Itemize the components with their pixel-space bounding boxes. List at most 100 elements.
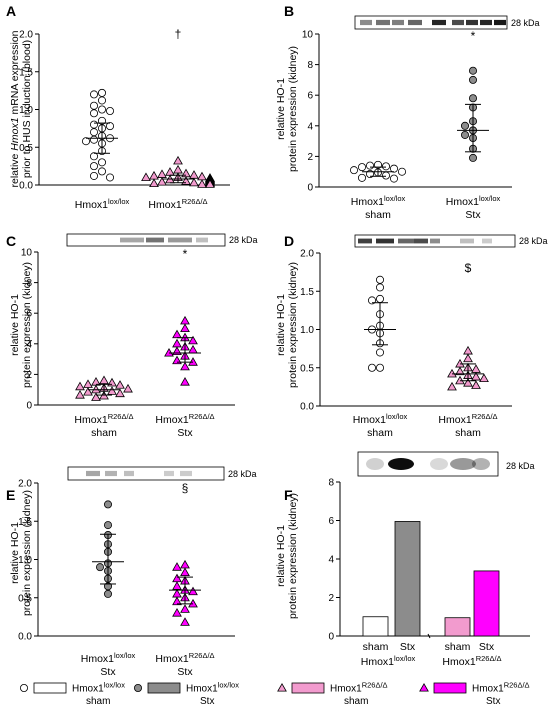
- data-point: [141, 172, 151, 182]
- y-tick-label: 1.0: [19, 105, 33, 116]
- data-point: [375, 275, 384, 284]
- y-tick-label: 1.5: [18, 517, 32, 528]
- data-point: [381, 162, 390, 171]
- data-point: [106, 107, 115, 116]
- data-point: [172, 573, 182, 583]
- bar: [362, 616, 389, 637]
- significance-marker: §: [182, 481, 189, 495]
- data-point: [189, 170, 199, 179]
- data-point: [107, 386, 117, 395]
- bar: [444, 617, 471, 637]
- data-point: [172, 562, 182, 571]
- data-point: [397, 167, 406, 176]
- x-group-sublabel: Stx: [177, 666, 193, 678]
- data-point: [98, 88, 107, 97]
- data-point: [375, 363, 384, 372]
- data-point: [357, 163, 366, 172]
- data-point: [173, 155, 183, 165]
- data-point: [98, 96, 107, 105]
- data-point: [75, 381, 85, 391]
- y-tick-label: 0.5: [19, 143, 33, 154]
- data-point: [83, 386, 93, 396]
- y-tick-label: 0.5: [18, 593, 32, 604]
- data-point: [90, 90, 99, 99]
- data-point: [75, 390, 85, 399]
- legend-swatch: [291, 682, 325, 694]
- data-point: [115, 380, 125, 389]
- legend-label: Hmox1R26Δ/Δ: [472, 681, 530, 695]
- data-point: [389, 164, 398, 173]
- data-point: [357, 173, 366, 182]
- blot-band: [432, 19, 446, 26]
- panel-letter: F: [284, 487, 293, 503]
- blot-band: [466, 19, 478, 26]
- data-point: [471, 380, 481, 389]
- y-tick-label: 0: [307, 183, 313, 194]
- data-point: [104, 500, 113, 509]
- y-tick-label: 6: [328, 516, 334, 527]
- data-point: [98, 105, 107, 114]
- x-group-label: Hmox1lox/lox: [351, 194, 406, 208]
- y-tick-label: 2.0: [18, 479, 32, 490]
- blot-band: [408, 19, 422, 26]
- x-category-label: sham: [363, 641, 389, 653]
- data-point: [104, 521, 113, 530]
- data-point: [455, 375, 465, 385]
- blot-band: [196, 237, 208, 243]
- legend-marker: [277, 682, 287, 692]
- y-tick-label: 6: [307, 91, 313, 102]
- x-group-sublabel: sham: [91, 427, 117, 439]
- blot-band: [430, 458, 448, 470]
- legend: Hmox1lox/loxshamHmox1lox/loxStxHmox1R26Δ…: [19, 681, 530, 707]
- data-point: [463, 345, 473, 355]
- data-point: [172, 596, 182, 606]
- data-point: [107, 377, 117, 387]
- data-point: [165, 167, 175, 176]
- data-point: [188, 586, 198, 596]
- blot-kda-label: 28 kDa: [506, 461, 535, 471]
- data-point: [180, 323, 190, 333]
- legend-marker: [419, 682, 429, 692]
- blot-band: [414, 238, 428, 244]
- significance-marker: †: [175, 27, 182, 41]
- data-point: [447, 381, 457, 391]
- data-point: [157, 169, 167, 178]
- blot-band: [146, 237, 164, 243]
- data-point: [471, 364, 481, 373]
- x-group-label: Hmox1R26Δ/Δ: [148, 197, 207, 211]
- legend-swatch: [433, 682, 467, 694]
- data-point: [172, 338, 182, 348]
- x-group-sublabel: sham: [365, 209, 391, 221]
- panel-letter: D: [284, 233, 294, 249]
- data-point: [188, 344, 198, 354]
- western-blot: [67, 466, 225, 481]
- y-tick-label: 4: [328, 555, 334, 566]
- data-point: [180, 315, 190, 325]
- data-point: [479, 373, 489, 383]
- y-axis-label: relative HO-1protein expression (kidney): [275, 493, 299, 619]
- data-point: [188, 335, 198, 345]
- blot-band: [388, 458, 414, 470]
- blot-band: [392, 19, 404, 26]
- legend-swatch: [33, 682, 67, 694]
- blot-band: [376, 19, 390, 26]
- blot-kda-label: 28 kDa: [228, 469, 257, 479]
- y-tick-label: 8: [26, 278, 32, 289]
- data-point: [468, 75, 477, 84]
- y-tick-label: 4: [26, 339, 32, 350]
- data-point: [106, 122, 115, 131]
- legend-sublabel: Stx: [200, 696, 214, 707]
- data-point: [463, 353, 473, 363]
- data-point: [98, 158, 107, 167]
- data-point: [164, 347, 174, 357]
- blot-kda-label: 28 kDa: [519, 236, 548, 246]
- data-point: [375, 348, 384, 357]
- data-point: [367, 363, 376, 372]
- data-point: [172, 588, 182, 598]
- blot-band: [124, 470, 134, 477]
- panel-letter: C: [6, 233, 16, 249]
- panel-letter: E: [6, 487, 15, 503]
